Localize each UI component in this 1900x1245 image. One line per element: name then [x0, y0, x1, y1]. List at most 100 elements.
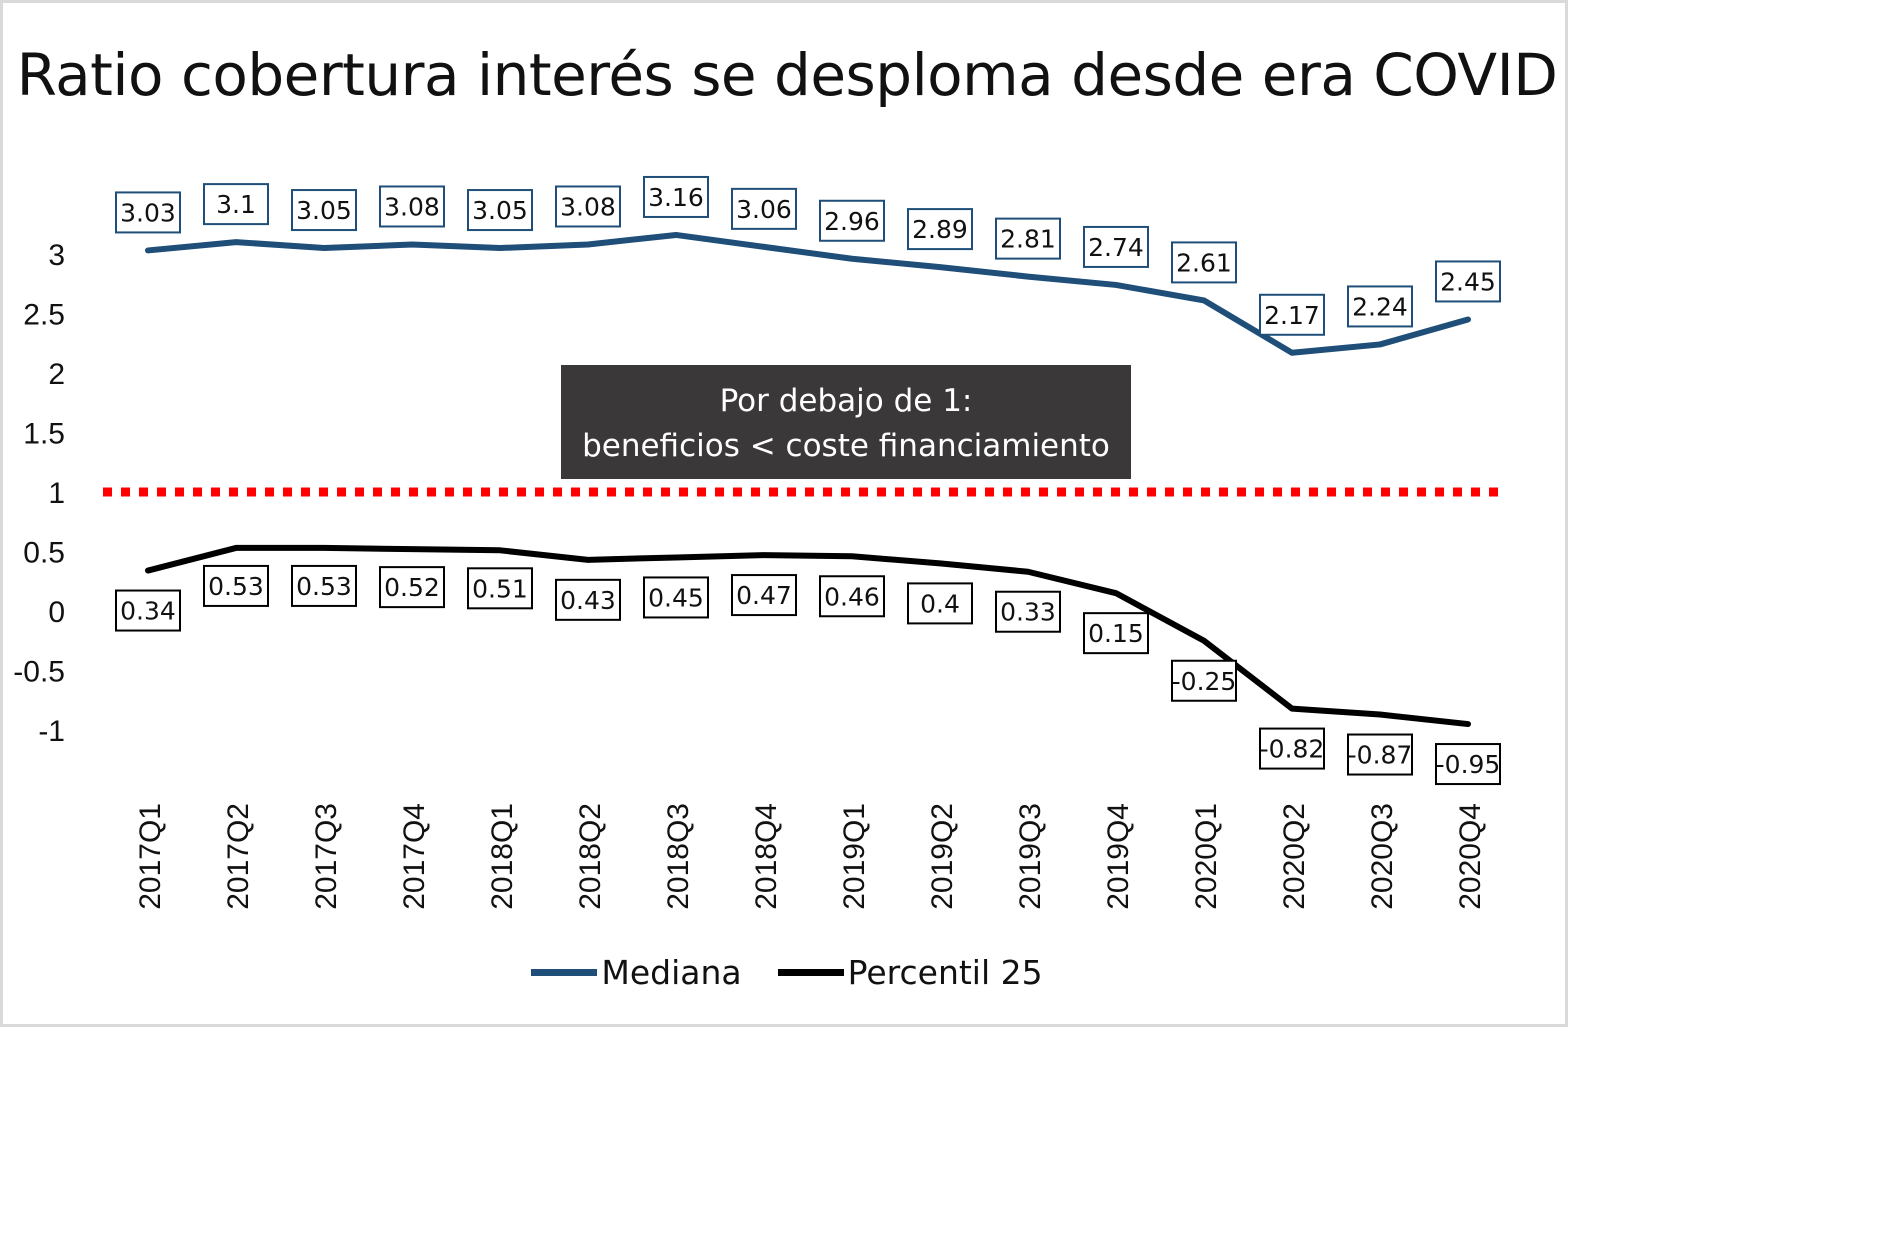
x-axis: 2017Q1 2017Q2 2017Q3 2017Q4 2018Q1 2018Q2 2018… — [134, 803, 1487, 910]
data-label-box — [643, 175, 709, 218]
data-label-text: 0.33 — [1000, 598, 1056, 627]
data-label-text: 2.17 — [1264, 301, 1320, 330]
data-label-box — [731, 187, 797, 230]
data-label: 0.45 — [643, 576, 709, 619]
data-label-box — [379, 185, 445, 228]
data-label: 0.46 — [819, 575, 885, 618]
annotation-line-1: Por debajo de 1: — [719, 383, 973, 419]
data-label-text: 2.45 — [1440, 267, 1496, 296]
data-label-text: -0.82 — [1260, 735, 1325, 764]
x-tick-label: 2019Q2 — [926, 803, 959, 910]
data-label-text: -0.95 — [1436, 750, 1501, 779]
x-tick-label: 2019Q3 — [1014, 803, 1047, 910]
data-label-text: 3.05 — [296, 196, 352, 225]
y-tick-label: 1 — [48, 477, 65, 510]
data-label-box — [291, 564, 357, 607]
data-label-box — [907, 582, 973, 625]
data-label-text: 2.81 — [1000, 225, 1056, 254]
chart-frame: Ratio cobertura interés se desploma desd… — [0, 0, 1568, 1027]
x-tick-label: 2020Q1 — [1190, 803, 1223, 910]
y-axis: 3 2.5 2 1.5 1 0.5 0 -0.5 -1 — [13, 239, 65, 748]
x-tick-label: 2020Q3 — [1366, 803, 1399, 910]
annotation-line-2: beneficios < coste financiamiento — [582, 428, 1110, 464]
data-label-text: 3.08 — [560, 192, 616, 221]
data-label-text: 0.45 — [648, 583, 704, 612]
data-label-box — [1435, 260, 1501, 303]
data-label-box — [819, 575, 885, 618]
chart-title: Ratio cobertura interés se desploma desd… — [16, 41, 1558, 109]
y-tick-label: 1.5 — [23, 418, 65, 451]
data-label: -0.25 — [1171, 659, 1237, 702]
legend-swatch-mediana — [531, 969, 598, 976]
legend-item-mediana: Mediana — [531, 953, 742, 992]
data-label: -0.82 — [1259, 727, 1325, 770]
data-label: 2.74 — [1083, 225, 1149, 268]
data-label: 0.51 — [467, 567, 533, 610]
data-label-text: 2.74 — [1088, 233, 1144, 262]
data-label-box — [555, 185, 621, 228]
series-line-mediana — [145, 231, 1471, 356]
series-line-percentil-25 — [145, 544, 1471, 728]
x-tick-label: 2019Q4 — [1102, 803, 1135, 910]
data-label: 2.24 — [1347, 285, 1413, 328]
data-label-text: 3.1 — [216, 190, 256, 219]
chart-plot: 32.521.510.50-0.5-1 2017Q1 2017Q2 2017Q3 20… — [13, 175, 1507, 910]
data-label-text: -0.87 — [1348, 741, 1413, 770]
data-label-box — [379, 566, 445, 609]
legend-label-percentil-25: Percentil 25 — [847, 953, 1043, 992]
data-label-layer: 3.03 3.1 3.05 3.08 3.05 3.08 3.16 3.06 2.96 2.89 2… — [115, 175, 1501, 786]
data-label-text: 3.06 — [736, 195, 792, 224]
data-label-text: 2.96 — [824, 207, 880, 236]
data-label-text: 3.16 — [648, 183, 704, 212]
data-label-text: 3.05 — [472, 196, 528, 225]
data-label-text: 3.08 — [384, 192, 440, 221]
legend-label-mediana: Mediana — [601, 953, 742, 992]
y-tick-label: 2 — [48, 358, 65, 391]
x-tick-label: 2018Q1 — [486, 803, 519, 910]
data-label-box — [1259, 727, 1325, 770]
data-label: 0.47 — [731, 574, 797, 617]
y-tick-label: 3 — [48, 239, 65, 272]
data-label-box — [907, 208, 973, 251]
data-label-box — [1435, 743, 1501, 786]
data-label-text: 0.52 — [384, 573, 440, 602]
x-tick-label: 2019Q1 — [838, 803, 871, 910]
data-label: 2.45 — [1435, 260, 1501, 303]
data-label: 0.33 — [995, 590, 1061, 633]
x-tick-label: 2017Q4 — [398, 803, 431, 910]
data-label-box — [291, 189, 357, 232]
series-layer — [145, 231, 1471, 728]
data-label-text: 0.43 — [560, 586, 616, 615]
data-label: 0.15 — [1083, 612, 1149, 655]
data-label: 3.08 — [555, 185, 621, 228]
data-label: 3.1 — [203, 183, 269, 226]
data-label-text: 0.46 — [824, 582, 880, 611]
legend-swatch-percentil-25 — [777, 969, 844, 976]
data-label: 0.53 — [291, 564, 357, 607]
data-label-box — [555, 578, 621, 621]
data-label-text: 2.24 — [1352, 292, 1408, 321]
data-label-box — [995, 217, 1061, 260]
x-tick-label: 2017Q3 — [310, 803, 343, 910]
data-label: 0.43 — [555, 578, 621, 621]
data-label: 0.52 — [379, 566, 445, 609]
data-label-box — [1171, 659, 1237, 702]
data-label-box — [819, 199, 885, 242]
data-label: 0.4 — [907, 582, 973, 625]
data-label: 2.96 — [819, 199, 885, 242]
data-label: -0.87 — [1347, 733, 1413, 776]
data-label: 3.05 — [291, 189, 357, 232]
data-label-box — [1083, 612, 1149, 655]
data-label-box — [1347, 285, 1413, 328]
data-label-box — [1083, 225, 1149, 268]
x-tick-label: 2018Q3 — [662, 803, 695, 910]
data-label-text: 0.34 — [120, 597, 176, 626]
data-label-text: 2.61 — [1176, 248, 1232, 277]
data-label-box — [643, 576, 709, 619]
data-label-box — [1171, 241, 1237, 284]
data-label-text: 0.47 — [736, 581, 792, 610]
data-label-text: 0.15 — [1088, 619, 1144, 648]
data-label-text: 0.51 — [472, 574, 528, 603]
data-label-box — [1259, 293, 1325, 336]
data-label-box — [115, 191, 181, 234]
